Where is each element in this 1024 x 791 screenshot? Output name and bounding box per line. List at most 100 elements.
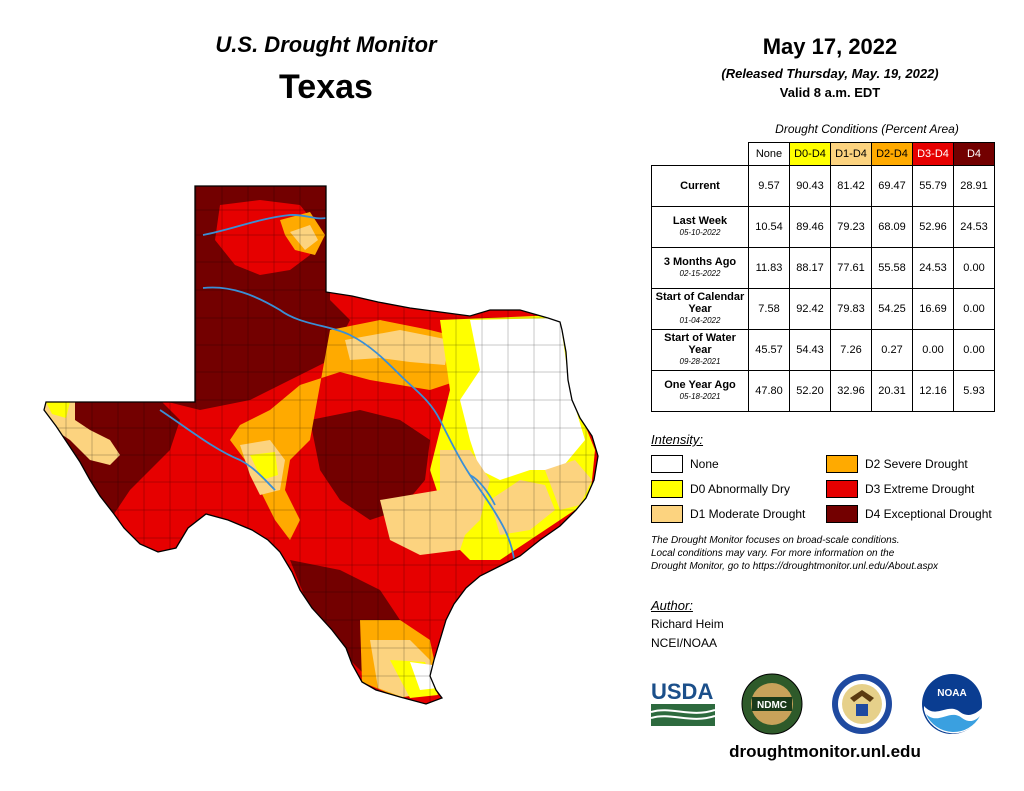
table-cell: 47.80 xyxy=(748,370,790,412)
legend-label-d0: D0 Abnormally Dry xyxy=(690,482,791,496)
rivers xyxy=(159,214,516,573)
row-label: Last Week 05-10-2022 xyxy=(651,206,749,248)
table-cell: 55.79 xyxy=(912,165,954,207)
legend-swatch-d1 xyxy=(651,505,683,523)
table-cell: 0.00 xyxy=(953,288,995,330)
table-cell: 12.16 xyxy=(912,370,954,412)
table-cell: 24.53 xyxy=(912,247,954,289)
usda-logo-icon: USDA xyxy=(650,680,716,726)
legend-label-d3: D3 Extreme Drought xyxy=(865,482,975,496)
col-header-d2-d4: D2-D4 xyxy=(871,142,913,166)
header-blank-cell xyxy=(652,143,749,166)
table-cell: 69.47 xyxy=(871,165,913,207)
row-label: One Year Ago 05-18-2021 xyxy=(651,370,749,412)
d1-southeast xyxy=(490,480,555,535)
valid-time: Valid 8 a.m. EDT xyxy=(779,85,881,100)
d1-central-band xyxy=(345,330,450,365)
legend-label-d4: D4 Exceptional Drought xyxy=(865,507,992,521)
table-cell: 0.00 xyxy=(912,329,954,371)
row-label: Start of Water Year 09-28-2021 xyxy=(651,329,749,371)
table-cell: 77.61 xyxy=(830,247,872,289)
table-cell: 0.00 xyxy=(953,329,995,371)
release-date: (Released Thursday, May. 19, 2022) xyxy=(721,66,939,81)
table-cell: 92.42 xyxy=(789,288,831,330)
table-cell: 5.93 xyxy=(953,370,995,412)
table-cell: 81.42 xyxy=(830,165,872,207)
svg-text:NOAA: NOAA xyxy=(937,688,966,699)
texas-drought-map xyxy=(43,185,599,705)
d1-hill-country xyxy=(380,490,470,555)
d2-central-band xyxy=(230,320,470,540)
d1-panhandle xyxy=(290,225,318,250)
table-row: Start of Water Year 09-28-2021 45.57 54.4… xyxy=(651,329,995,371)
drought-conditions-table: None D0-D4 D1-D4 D2-D4 D3-D4 D4 Current … xyxy=(651,142,995,412)
note-line: Local conditions may vary. For more info… xyxy=(651,548,895,559)
disclaimer-note: The Drought Monitor focuses on broad-sca… xyxy=(651,534,1011,573)
row-label: Start of Calendar Year 01-04-2022 xyxy=(651,288,749,330)
col-header-d4: D4 xyxy=(953,142,995,166)
d1-far-west xyxy=(44,402,120,465)
drought-polygons xyxy=(44,186,598,704)
table-cell: 20.31 xyxy=(871,370,913,412)
table-header-row: None D0-D4 D1-D4 D2-D4 D3-D4 D4 xyxy=(652,142,995,166)
table-cell: 32.96 xyxy=(830,370,872,412)
svg-text:NDMC: NDMC xyxy=(757,700,787,711)
table-cell: 28.91 xyxy=(953,165,995,207)
none-east xyxy=(460,318,585,480)
legend-swatch-d3 xyxy=(826,480,858,498)
table-cell: 0.27 xyxy=(871,329,913,371)
row-label: 3 Months Ago 02-15-2022 xyxy=(651,247,749,289)
legend-label-d1: D1 Moderate Drought xyxy=(690,507,806,521)
col-header-d3-d4: D3-D4 xyxy=(912,142,954,166)
d0-west-central xyxy=(250,452,278,480)
table-cell: 45.57 xyxy=(748,329,790,371)
d1-coast xyxy=(545,460,592,510)
table-row: One Year Ago 05-18-2021 47.80 52.20 32.96… xyxy=(651,370,995,412)
noaa-logo-icon: NOAA xyxy=(922,674,982,734)
table-cell: 90.43 xyxy=(789,165,831,207)
table-cell: 79.23 xyxy=(830,206,872,248)
commerce-seal-icon xyxy=(832,674,892,734)
program-title: U.S. Drought Monitor xyxy=(215,32,437,57)
d4-central xyxy=(310,410,430,520)
table-cell: 52.96 xyxy=(912,206,954,248)
ndmc-logo-icon: NDMC xyxy=(741,673,803,735)
table-cell: 52.20 xyxy=(789,370,831,412)
col-header-d0-d4: D0-D4 xyxy=(789,142,831,166)
col-header-d1-d4: D1-D4 xyxy=(830,142,872,166)
table-cell: 54.25 xyxy=(871,288,913,330)
author-title: Author: xyxy=(651,598,693,613)
table-title: Drought Conditions (Percent Area) xyxy=(775,122,959,136)
row-label: Current xyxy=(651,165,749,207)
state-title: Texas xyxy=(279,68,373,106)
table-row: Start of Calendar Year 01-04-2022 7.58 92… xyxy=(651,288,995,330)
author-name: Richard Heim xyxy=(651,617,724,631)
table-cell: 7.26 xyxy=(830,329,872,371)
legend-swatch-d0 xyxy=(651,480,683,498)
table-cell: 68.09 xyxy=(871,206,913,248)
table-cell: 16.69 xyxy=(912,288,954,330)
table-cell: 54.43 xyxy=(789,329,831,371)
texas-outline xyxy=(43,185,599,705)
col-header-none: None xyxy=(748,142,790,166)
table-cell: 10.54 xyxy=(748,206,790,248)
legend-swatch-d4 xyxy=(826,505,858,523)
table-row: Last Week 05-10-2022 10.54 89.46 79.23 68… xyxy=(651,206,995,248)
legend-title: Intensity: xyxy=(651,432,704,447)
table-cell: 79.83 xyxy=(830,288,872,330)
table-cell: 24.53 xyxy=(953,206,995,248)
author-org: NCEI/NOAA xyxy=(651,636,718,650)
table-cell: 11.83 xyxy=(748,247,790,289)
legend-label-d2: D2 Severe Drought xyxy=(865,457,968,471)
note-line: Drought Monitor, go to https://droughtmo… xyxy=(651,561,939,572)
website-url: droughtmonitor.unl.edu xyxy=(729,742,921,761)
table-cell: 9.57 xyxy=(748,165,790,207)
table-cell: 89.46 xyxy=(789,206,831,248)
legend-swatch-none xyxy=(651,455,683,473)
table-cell: 55.58 xyxy=(871,247,913,289)
table-cell: 0.00 xyxy=(953,247,995,289)
legend-label-none: None xyxy=(690,457,719,471)
table-cell: 7.58 xyxy=(748,288,790,330)
table-row: Current 9.57 90.43 81.42 69.47 55.79 28.… xyxy=(651,165,995,207)
note-line: The Drought Monitor focuses on broad-sca… xyxy=(651,535,900,546)
